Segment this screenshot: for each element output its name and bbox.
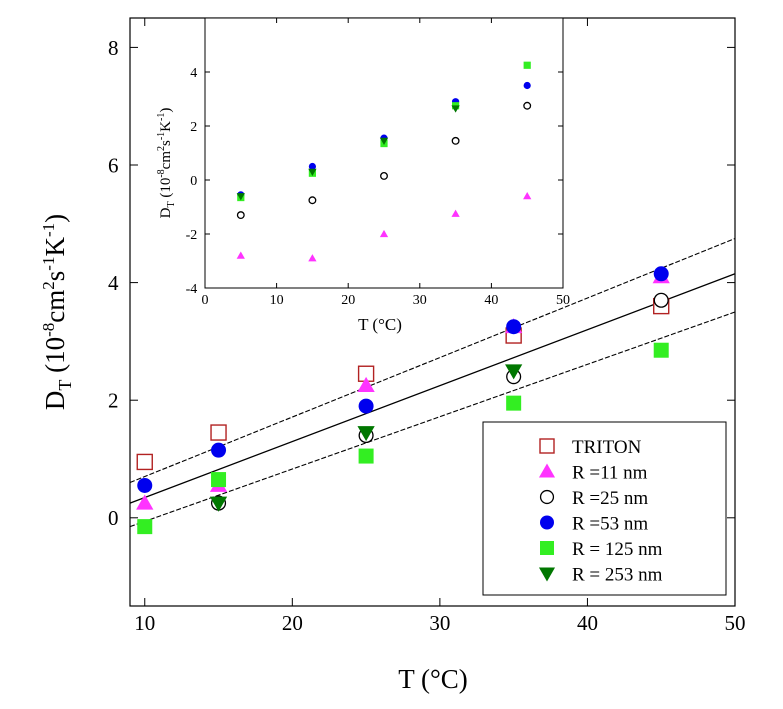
main-x-tick-label: 40 — [577, 611, 598, 635]
legend-label-r-125-nm: R = 125 nm — [572, 539, 663, 560]
inset-point-r-25-nm — [523, 101, 532, 110]
inset-y-tick-label: -4 — [186, 282, 198, 297]
point-r-53-nm — [653, 266, 669, 282]
legend-frame — [482, 421, 727, 596]
main-x-tick-label: 30 — [429, 611, 450, 635]
point-r-253-nm — [209, 496, 228, 512]
inset-x-tick-label: 50 — [556, 293, 570, 308]
inset-point-r-53-nm — [308, 162, 316, 171]
main-y-tick-label: 2 — [108, 389, 119, 413]
inset-point-r-25-nm — [451, 136, 460, 145]
legend-marker-r-53-nm — [540, 515, 554, 530]
inset-point-r-253-nm — [236, 193, 245, 201]
inset-plot: 0 10 20 30 40 50 -4 -2 0 2 4 T (°C) DT (10-8cm2s-1… — [156, 17, 570, 334]
legend-marker-r-25-nm — [539, 489, 555, 505]
point-r-53-nm — [211, 442, 227, 458]
main-y-axis-label: DT (10-8cm2s-1K-1) — [39, 214, 75, 410]
inset-point-r-25-nm — [380, 171, 388, 180]
legend-label-r-53-nm: R =53 nm — [572, 514, 648, 535]
inset-x-tick-label: 30 — [413, 293, 427, 308]
inset-point-r-11-nm — [523, 192, 532, 200]
legend-marker-r-11-nm — [538, 463, 556, 478]
fit-line-solid-0 — [129, 273, 736, 504]
legend-label-r-11-nm: R =11 nm — [572, 463, 648, 484]
point-r-11-nm — [136, 494, 154, 510]
main-y-tick-label: 6 — [108, 153, 119, 177]
legend: TRITON R =11 nm R =25 nm R =53 nm R = 125 nm… — [482, 421, 727, 596]
inset-series-r-253-nm — [236, 105, 460, 201]
point-r-253-nm — [505, 364, 523, 380]
main-y-tick-label: 4 — [108, 271, 119, 295]
point-r-125-nm — [211, 472, 227, 488]
fit-line-dashed-2 — [129, 311, 736, 528]
legend-items: TRITON R =11 nm R =25 nm R =53 nm R = 125 nm… — [538, 437, 663, 586]
inset-y-tick-label: 2 — [190, 120, 197, 135]
point-r-53-nm — [506, 319, 522, 335]
main-fit-lines — [129, 237, 736, 528]
inset-x-tick-label: 40 — [484, 293, 498, 308]
inset-data-points — [236, 61, 532, 262]
main-data-points — [136, 266, 670, 535]
legend-label-r-253-nm: R = 253 nm — [572, 565, 663, 586]
inset-x-tick-label: 0 — [202, 293, 209, 308]
inset-series-r-11-nm — [236, 192, 532, 262]
point-r-125-nm — [137, 519, 153, 535]
point-r-253-nm — [357, 426, 375, 442]
legend-label-triton: TRITON — [572, 437, 642, 458]
fit-line-dashed-1 — [129, 237, 736, 484]
legend-marker-r-253-nm — [538, 567, 556, 582]
inset-y-tick-label: 4 — [190, 66, 197, 81]
inset-point-r-25-nm — [236, 211, 245, 220]
inset-x-tick-label: 20 — [341, 293, 355, 308]
legend-marker-r-125-nm — [540, 541, 554, 555]
inset-point-r-253-nm — [379, 137, 389, 145]
main-y-tick-label: 8 — [108, 36, 119, 60]
point-r-11-nm — [357, 376, 375, 392]
inset-point-r-11-nm — [308, 254, 317, 262]
inset-point-r-11-nm — [236, 251, 245, 259]
inset-y-tick-label: -2 — [186, 228, 198, 243]
series-r-253-nm — [209, 364, 523, 512]
inset-point-r-11-nm — [451, 209, 460, 217]
legend-marker-triton — [539, 438, 555, 454]
main-y-tick-label: 0 — [108, 506, 119, 530]
point-r-53-nm — [358, 398, 374, 414]
main-x-tick-label: 50 — [725, 611, 746, 635]
point-r-125-nm — [653, 342, 669, 358]
point-r-25-nm — [653, 292, 669, 308]
legend-label-r-25-nm: R =25 nm — [572, 488, 648, 509]
series-r-53-nm — [137, 266, 669, 493]
point-r-125-nm — [358, 448, 374, 464]
inset-point-r-253-nm — [308, 168, 317, 177]
inset-x-tick-label: 10 — [270, 293, 284, 308]
inset-point-r-25-nm — [308, 196, 317, 205]
inset-y-axis-label: DT (10-8cm2s-1K-1) — [156, 108, 177, 219]
inset-point-r-125-nm — [523, 61, 531, 69]
series-r-125-nm — [137, 342, 669, 535]
inset-x-axis-label: T (°C) — [358, 315, 402, 334]
inset-point-r-11-nm — [379, 229, 389, 238]
point-triton — [210, 424, 227, 441]
inset-axis-ticks: 0 10 20 30 40 50 -4 -2 0 2 4 — [186, 18, 570, 308]
inset-y-tick-label: 0 — [190, 174, 197, 189]
inset-background — [205, 18, 563, 288]
point-r-125-nm — [506, 395, 522, 411]
point-triton — [136, 453, 153, 471]
inset-plot-frame — [204, 17, 564, 289]
main-x-axis-label: T (°C) — [398, 664, 468, 694]
inset-series-r-25-nm — [236, 101, 532, 220]
point-r-53-nm — [137, 477, 153, 493]
inset-point-r-53-nm — [523, 81, 531, 90]
main-x-tick-label: 10 — [134, 611, 155, 635]
inset-point-r-253-nm — [451, 105, 460, 113]
main-x-tick-label: 20 — [282, 611, 303, 635]
